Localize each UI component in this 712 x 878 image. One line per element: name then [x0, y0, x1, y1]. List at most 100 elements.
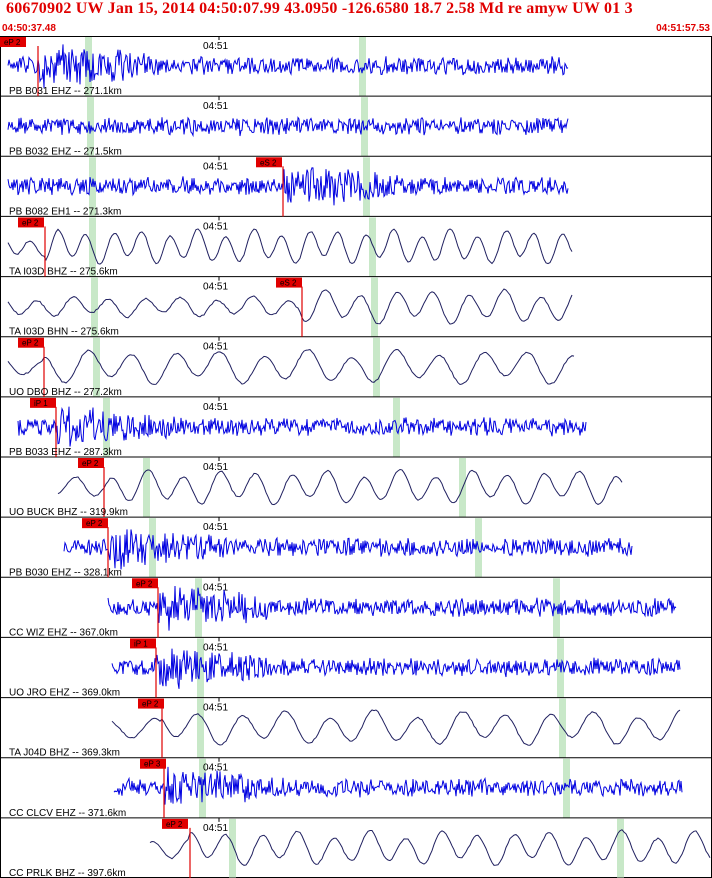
- station-label: PB B032 EHZ -- 271.5km: [9, 146, 122, 157]
- station-label: UO BUCK BHZ -- 319.9km: [9, 507, 128, 518]
- pick-label: eP 2: [136, 579, 153, 588]
- pick-label: eP 2: [4, 38, 21, 47]
- window-marker: [229, 818, 236, 878]
- window-marker: [89, 157, 96, 217]
- waveform: [7, 44, 569, 88]
- pick-badge: [18, 337, 44, 348]
- window-marker: [143, 458, 150, 518]
- minute-tick-label: 04:51: [203, 282, 228, 293]
- window-marker: [369, 217, 376, 277]
- pick-badge: [140, 758, 166, 769]
- window-marker: [617, 818, 624, 878]
- minute-tick-label: 04:51: [203, 41, 228, 52]
- trace-11: 04:51 iP 1 UO JRO EHZ -- 369.0km: [0, 637, 712, 699]
- minute-tick-label: 04:51: [203, 642, 228, 653]
- waveform: [7, 167, 569, 206]
- trace-9: 04:51 eP 2 PB B030 EHZ -- 328.1km: [0, 517, 712, 578]
- waveform: [63, 529, 633, 570]
- station-label: PB B030 EHZ -- 328.1km: [9, 567, 122, 578]
- station-label: TA J04D BHZ -- 369.3km: [9, 748, 120, 759]
- trace-12: 04:51 eP 2 TA J04D BHZ -- 369.3km: [0, 697, 712, 759]
- pick-badge: [18, 217, 44, 228]
- pick-badge: [30, 397, 56, 408]
- minute-tick-label: 04:51: [203, 161, 228, 172]
- seismogram-panel: 04:51 eP 2 PB B031 EHZ -- 271.1km 04:51 PB B…: [0, 36, 712, 878]
- station-label: CC WIZ EHZ -- 367.0km: [9, 627, 118, 638]
- trace-5: 04:51 eS 2 TA I03D BHN -- 275.6km: [0, 276, 712, 338]
- window-marker: [197, 698, 204, 758]
- trace-2: 04:51 PB B032 EHZ -- 271.5km: [0, 96, 712, 157]
- window-marker: [359, 37, 366, 97]
- station-label: CC CLCV EHZ -- 371.6km: [9, 808, 126, 819]
- pick-label: eP 2: [86, 519, 103, 528]
- window-marker: [197, 638, 204, 698]
- waveform: [149, 829, 711, 866]
- minute-tick-label: 04:51: [203, 402, 228, 413]
- station-label: TA I03D BHN -- 275.6km: [9, 327, 119, 338]
- trace-3: 04:51 eS 2 PB B082 EH1 -- 271.3km: [0, 156, 712, 217]
- trace-14: 04:51 eP 2 CC PRLK BHZ -- 397.6km: [0, 817, 712, 878]
- pick-badge: [276, 277, 302, 288]
- trace-1: 04:51 eP 2 PB B031 EHZ -- 271.1km: [0, 36, 712, 97]
- window-marker: [91, 277, 98, 337]
- pick-badge: [0, 37, 26, 47]
- station-label: UO JRO EHZ -- 369.0km: [9, 688, 120, 699]
- trace-6: 04:51 eP 2 UO DBO BHZ -- 277.2km: [0, 336, 712, 398]
- station-label: CC PRLK BHZ -- 397.6km: [9, 868, 126, 878]
- plot-header: 60670902 UW Jan 15, 2014 04:50:07.99 43.…: [0, 0, 712, 36]
- waveform: [7, 288, 573, 325]
- window-marker: [363, 157, 370, 217]
- end-time-label: 04:51:57.53: [656, 23, 710, 34]
- pick-badge: [132, 578, 158, 589]
- pick-label: eP 3: [144, 760, 161, 769]
- window-marker: [563, 758, 570, 818]
- pick-label: eP 2: [22, 339, 39, 348]
- start-time-label: 04:50:37.48: [2, 23, 56, 34]
- pick-label: iP 1: [34, 399, 48, 408]
- pick-badge: [82, 518, 108, 529]
- pick-badge: [130, 638, 156, 649]
- window-marker: [361, 97, 368, 157]
- station-label: UO DBO BHZ -- 277.2km: [9, 387, 122, 398]
- minute-tick-label: 04:51: [203, 582, 228, 593]
- minute-tick-label: 04:51: [203, 221, 228, 232]
- trace-4: 04:51 eP 2 TA I03D BHZ -- 275.6km: [0, 216, 712, 278]
- waveform: [113, 766, 683, 805]
- pick-label: eS 2: [260, 158, 277, 167]
- pick-badge: [138, 698, 164, 709]
- window-marker: [371, 277, 378, 337]
- pick-label: eP 2: [22, 218, 39, 227]
- window-marker: [89, 217, 96, 277]
- trace-8: 04:51 eP 2 UO BUCK BHZ -- 319.9km: [0, 457, 712, 518]
- waveform: [111, 648, 681, 689]
- pick-badge: [256, 157, 282, 168]
- minute-tick-label: 04:51: [203, 703, 228, 714]
- pick-badge: [78, 458, 104, 468]
- waveform: [57, 468, 623, 506]
- window-marker: [93, 337, 100, 397]
- minute-tick-label: 04:51: [203, 342, 228, 353]
- trace-10: 04:51 eP 2 CC WIZ EHZ -- 367.0km: [0, 577, 712, 638]
- waveform: [7, 116, 569, 138]
- waveform: [111, 709, 681, 746]
- pick-label: eP 2: [166, 820, 183, 829]
- window-marker: [103, 397, 110, 457]
- minute-tick-label: 04:51: [203, 522, 228, 533]
- pick-badge: [162, 818, 188, 829]
- event-title: 60670902 UW Jan 15, 2014 04:50:07.99 43.…: [6, 0, 633, 17]
- station-label: TA I03D BHZ -- 275.6km: [9, 267, 118, 278]
- window-marker: [553, 578, 560, 638]
- station-label: PB B082 EH1 -- 271.3km: [9, 206, 121, 217]
- window-marker: [195, 578, 202, 638]
- trace-13: 04:51 eP 3 CC CLCV EHZ -- 371.6km: [0, 757, 712, 819]
- station-label: PB B033 EHZ -- 287.3km: [9, 447, 122, 458]
- waveform: [107, 585, 677, 631]
- minute-tick-label: 04:51: [203, 763, 228, 774]
- station-label: PB B031 EHZ -- 271.1km: [9, 86, 122, 97]
- pick-label: eS 2: [280, 279, 297, 288]
- waveform: [7, 348, 575, 386]
- pick-label: eP 2: [82, 459, 99, 468]
- pick-label: eP 2: [142, 700, 159, 709]
- minute-tick-label: 04:51: [203, 462, 228, 473]
- pick-label: iP 1: [134, 639, 148, 648]
